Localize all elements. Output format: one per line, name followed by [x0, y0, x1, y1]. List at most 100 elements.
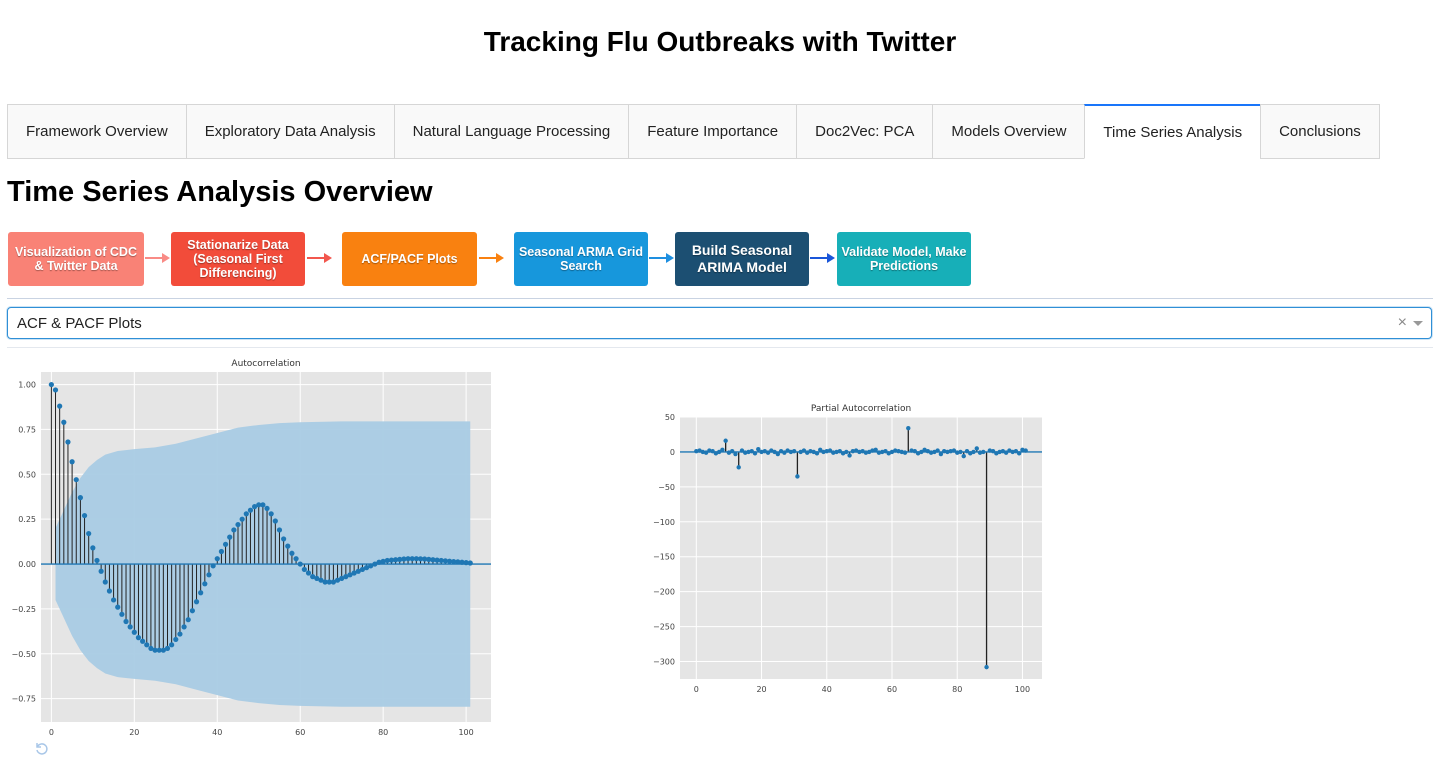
tab-framework-overview[interactable]: Framework Overview — [7, 104, 187, 159]
y-tick-label: −0.25 — [11, 605, 36, 614]
data-point — [185, 617, 191, 623]
y-tick-label: −50 — [658, 483, 675, 492]
data-point — [334, 577, 341, 583]
data-point — [347, 572, 353, 578]
data-point — [198, 590, 204, 596]
data-point — [110, 597, 117, 603]
data-point — [52, 387, 59, 393]
data-point — [935, 448, 940, 453]
data-point — [451, 558, 457, 565]
data-point — [912, 449, 918, 454]
data-point — [368, 563, 374, 569]
data-point — [90, 545, 96, 551]
data-point — [413, 556, 419, 562]
data-point — [177, 631, 183, 637]
pacf-chart: Partial Autocorrelation 0 20 40 60 80 100 50 0 −5… — [653, 404, 1042, 694]
flow-step-acf-pacf: ACF/PACF Plots — [342, 232, 477, 286]
tab-bar: Framework Overview Exploratory Data Anal… — [7, 104, 1380, 159]
data-point — [455, 559, 461, 565]
data-point — [119, 611, 125, 617]
flow-arrow-4-icon — [649, 253, 674, 263]
data-point — [86, 530, 92, 537]
y-tick-label: −300 — [653, 658, 675, 667]
data-point — [227, 534, 233, 540]
data-point — [814, 451, 820, 456]
data-point — [73, 477, 79, 483]
data-point — [339, 575, 345, 582]
data-point — [837, 449, 843, 454]
workflow-diagram: Visualization of CDC & Twitter Data Stat… — [8, 231, 978, 287]
flow-step-build-model: Build Seasonal ARIMA Model — [675, 232, 809, 286]
data-point — [289, 550, 295, 556]
data-point — [214, 556, 220, 562]
data-point — [703, 450, 709, 455]
plot-select-dropdown[interactable]: ACF & PACF Plots × — [7, 307, 1432, 339]
x-tick-label: 60 — [887, 685, 897, 694]
chevron-down-icon[interactable] — [1413, 321, 1423, 326]
tab-natural-language-processing[interactable]: Natural Language Processing — [393, 104, 630, 159]
data-point — [883, 449, 888, 454]
data-point — [409, 556, 415, 562]
x-tick-label: 20 — [129, 728, 139, 737]
acf-chart: Autocorrelation 0 20 40 60 80 100 −0.75 −0.50 −0.… — [11, 359, 491, 737]
data-point — [919, 449, 924, 455]
y-tick-label: −100 — [653, 518, 675, 527]
y-tick-label: 0.25 — [18, 515, 36, 524]
data-point — [736, 465, 741, 470]
data-point — [791, 449, 797, 454]
data-point — [405, 556, 411, 562]
flow-step-grid-search: Seasonal ARMA Grid Search — [514, 232, 648, 286]
data-point — [65, 439, 71, 445]
data-point — [1003, 450, 1009, 455]
y-tick-label: −250 — [653, 623, 675, 632]
data-point — [326, 579, 332, 585]
data-point — [235, 521, 241, 528]
undo-icon[interactable] — [33, 740, 49, 756]
x-tick-label: 100 — [458, 728, 473, 737]
data-point — [301, 566, 307, 573]
y-tick-label: 0 — [670, 448, 675, 457]
tab-time-series-analysis[interactable]: Time Series Analysis — [1084, 104, 1262, 159]
data-point — [801, 448, 807, 453]
flow-arrow-5-icon — [810, 253, 835, 263]
x-tick-label: 80 — [952, 685, 962, 694]
data-point — [765, 450, 771, 455]
tab-doc2vec-pca[interactable]: Doc2Vec: PCA — [796, 104, 934, 159]
data-point — [247, 507, 254, 513]
data-point — [388, 557, 395, 563]
section-title: Time Series Analysis Overview — [7, 176, 433, 208]
data-point — [397, 556, 403, 562]
tab-exploratory-data-analysis[interactable]: Exploratory Data Analysis — [185, 104, 395, 159]
data-point — [305, 570, 312, 576]
data-point — [156, 647, 162, 653]
x-tick-label: 0 — [694, 685, 699, 694]
data-point — [827, 448, 833, 453]
data-point — [181, 624, 187, 630]
data-point — [446, 558, 453, 564]
tab-models-overview[interactable]: Models Overview — [932, 104, 1086, 159]
x-tick-label: 40 — [822, 685, 832, 694]
data-point — [442, 558, 448, 564]
data-point — [393, 557, 399, 563]
data-point — [57, 403, 63, 409]
flow-step-visualization: Visualization of CDC & Twitter Data — [8, 232, 144, 286]
data-point — [260, 502, 266, 508]
x-tick-label: 0 — [49, 728, 54, 737]
data-point — [384, 557, 390, 564]
tab-feature-importance[interactable]: Feature Importance — [628, 104, 798, 159]
data-point — [169, 642, 175, 648]
data-point — [131, 629, 137, 635]
data-point — [144, 642, 150, 648]
data-point — [160, 647, 166, 653]
x-tick-label: 20 — [756, 685, 766, 694]
data-point — [847, 453, 852, 458]
tab-conclusions[interactable]: Conclusions — [1260, 104, 1380, 159]
data-point — [961, 453, 966, 459]
chart-title: Partial Autocorrelation — [811, 404, 911, 414]
clear-icon[interactable]: × — [1397, 314, 1407, 331]
data-point — [193, 599, 200, 605]
data-point — [752, 451, 758, 456]
data-point — [981, 449, 986, 455]
data-point — [434, 557, 440, 563]
data-point — [401, 556, 407, 562]
